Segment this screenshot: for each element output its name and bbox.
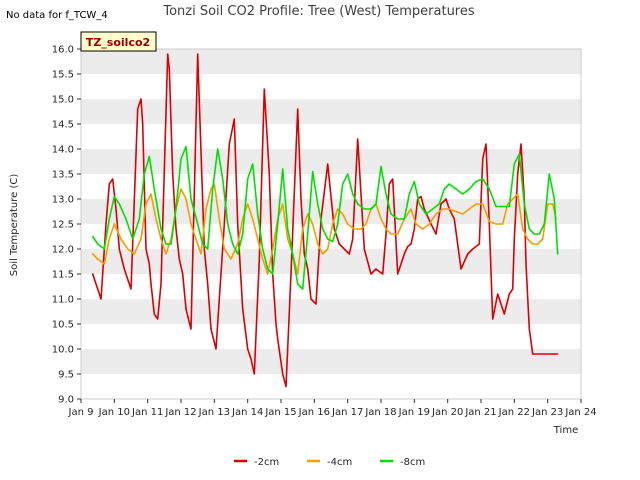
plot-band — [81, 374, 581, 399]
site-badge: TZ_soilco2 — [80, 31, 157, 52]
y-axis-label: Soil Temperature (C) — [9, 174, 20, 277]
plot-band — [81, 149, 581, 174]
y-tick-label: 15.0 — [52, 95, 74, 106]
x-tick-label: Jan 13 — [198, 407, 230, 418]
x-tick-label: Jan 23 — [531, 407, 563, 418]
legend: -2cm -4cm -8cm — [234, 457, 425, 468]
x-tick-label: Jan 12 — [164, 407, 196, 418]
y-tick-label: 12.0 — [52, 245, 74, 256]
x-tick-label: Jan 20 — [431, 407, 463, 418]
y-tick-label: 9.5 — [58, 370, 74, 381]
plot-band — [81, 124, 581, 149]
x-tick-label: Jan 10 — [98, 407, 130, 418]
x-tick-label: Jan 24 — [564, 407, 596, 418]
x-tick-label: Jan 19 — [398, 407, 430, 418]
no-data-note: No data for f_TCW_4 — [6, 10, 108, 21]
y-tick-label: 14.5 — [52, 120, 74, 131]
y-tick-label: 11.5 — [52, 270, 74, 281]
plot-band — [81, 49, 581, 74]
y-tick-label: 10.0 — [52, 345, 74, 356]
plot-band — [81, 349, 581, 374]
y-tick-label: 14.0 — [52, 145, 74, 156]
y-tick-label: 13.0 — [52, 195, 74, 206]
x-tick-label: Jan 17 — [331, 407, 363, 418]
y-tick-label: 13.5 — [52, 170, 74, 181]
plot-band — [81, 249, 581, 274]
plot-band — [81, 324, 581, 349]
y-tick-label: 10.5 — [52, 320, 74, 331]
x-axis-label: Time — [553, 425, 578, 436]
y-tick-label: 9.0 — [58, 395, 74, 406]
x-tick-label: Jan 22 — [498, 407, 530, 418]
y-tick-label: 15.5 — [52, 70, 74, 81]
y-tick-label: 16.0 — [52, 45, 74, 56]
x-tick-label: Jan 21 — [464, 407, 496, 418]
x-tick-label: Jan 16 — [298, 407, 330, 418]
series-line-minus-8cm — [91, 145, 559, 290]
site-badge-label: TZ_soilco2 — [86, 36, 150, 49]
legend-label: -2cm — [254, 457, 279, 468]
x-tick-label: Jan 11 — [131, 407, 163, 418]
x-tick-label: Jan 9 — [68, 407, 94, 418]
site-badge-box — [80, 31, 157, 52]
y-tick-label: 11.0 — [52, 295, 74, 306]
x-tick-label: Jan 18 — [364, 407, 396, 418]
x-axis-ticks: Jan 9 Jan 10 Jan 11 Jan 12 Jan 13 Jan 14 Jan 1… — [68, 399, 597, 418]
y-axis-ticks: 9.0 9.5 10.0 10.5 11.0 11.5 12.0 12.5 13.0 13.5 14… — [52, 45, 81, 406]
series-line-minus-2cm — [91, 53, 559, 388]
legend-label: -8cm — [400, 457, 425, 468]
series-lines — [91, 53, 559, 388]
legend-label: -4cm — [327, 457, 352, 468]
plot-band — [81, 299, 581, 324]
plot-band — [81, 99, 581, 124]
x-tick-label: Jan 14 — [231, 407, 263, 418]
plot-band — [81, 274, 581, 299]
plot-band — [81, 74, 581, 99]
plot-background-bands — [81, 49, 581, 399]
chart-title: Tonzi Soil CO2 Profile: Tree (West) Temp… — [162, 4, 475, 19]
x-tick-label: Jan 15 — [264, 407, 296, 418]
y-tick-label: 12.5 — [52, 220, 74, 231]
